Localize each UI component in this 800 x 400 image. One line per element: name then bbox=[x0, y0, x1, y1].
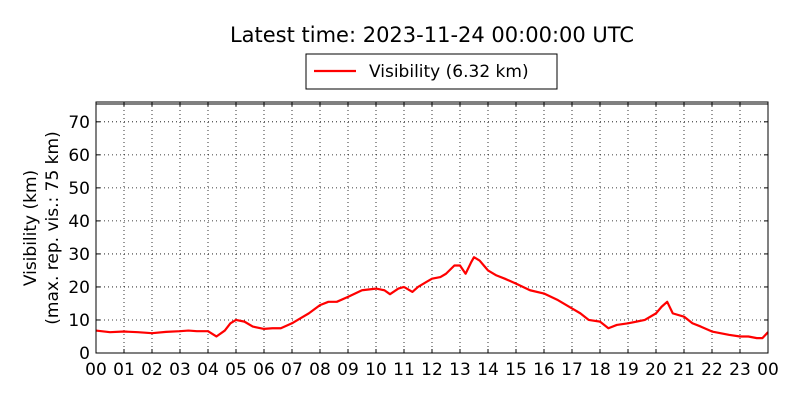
x-tick-label: 02 bbox=[141, 360, 163, 380]
y-tick-label: 60 bbox=[68, 146, 90, 166]
x-tick-label: 05 bbox=[225, 360, 247, 380]
y-axis-label-line-1: Visibility (km) bbox=[21, 170, 41, 286]
x-tick-label: 06 bbox=[253, 360, 275, 380]
axis-ticks bbox=[95, 102, 769, 354]
x-tick-label: 23 bbox=[729, 360, 751, 380]
plot-frame bbox=[95, 101, 769, 354]
y-tick-label: 0 bbox=[79, 344, 90, 364]
x-tick-label: 03 bbox=[169, 360, 191, 380]
y-tick-label: 20 bbox=[68, 278, 90, 298]
legend-label: Visibility (6.32 km) bbox=[369, 62, 529, 82]
x-tick-label: 04 bbox=[197, 360, 219, 380]
x-tick-label: 15 bbox=[505, 360, 527, 380]
y-tick-label: 30 bbox=[68, 245, 90, 265]
x-tick-label: 07 bbox=[281, 360, 303, 380]
chart-title: Latest time: 2023-11-24 00:00:00 UTC bbox=[230, 23, 634, 47]
x-tick-label: 12 bbox=[421, 360, 443, 380]
x-tick-label: 00 bbox=[757, 360, 779, 380]
x-tick-label: 19 bbox=[617, 360, 639, 380]
x-tick-label: 10 bbox=[365, 360, 387, 380]
x-tick-label: 14 bbox=[477, 360, 499, 380]
y-tick-label: 10 bbox=[68, 311, 90, 331]
y-axis-label-line-2: (max. rep. vis.: 75 km) bbox=[43, 131, 63, 324]
x-tick-label: 08 bbox=[309, 360, 331, 380]
y-tick-label: 70 bbox=[68, 113, 90, 133]
visibility-series-line bbox=[95, 256, 769, 340]
y-tick-label: 40 bbox=[68, 212, 90, 232]
grid-lines bbox=[96, 102, 768, 353]
x-tick-label: 01 bbox=[113, 360, 135, 380]
x-tick-label: 11 bbox=[393, 360, 415, 380]
legend: Visibility (6.32 km) bbox=[305, 53, 558, 90]
y-axis-label: Visibility (km) (max. rep. vis.: 75 km) bbox=[21, 131, 63, 324]
y-tick-label: 50 bbox=[68, 179, 90, 199]
tick-labels: 00 01 02 03 04 05 06 07 08 09 10 11 12 13 14 15 16 17 18 19… bbox=[68, 113, 778, 380]
x-tick-label: 20 bbox=[645, 360, 667, 380]
x-tick-label: 21 bbox=[673, 360, 695, 380]
x-tick-label: 00 bbox=[85, 360, 107, 380]
x-tick-label: 17 bbox=[561, 360, 583, 380]
x-tick-label: 18 bbox=[589, 360, 611, 380]
x-tick-label: 22 bbox=[701, 360, 723, 380]
x-tick-label: 16 bbox=[533, 360, 555, 380]
series-layer bbox=[95, 256, 769, 340]
x-tick-label: 13 bbox=[449, 360, 471, 380]
x-tick-label: 09 bbox=[337, 360, 359, 380]
